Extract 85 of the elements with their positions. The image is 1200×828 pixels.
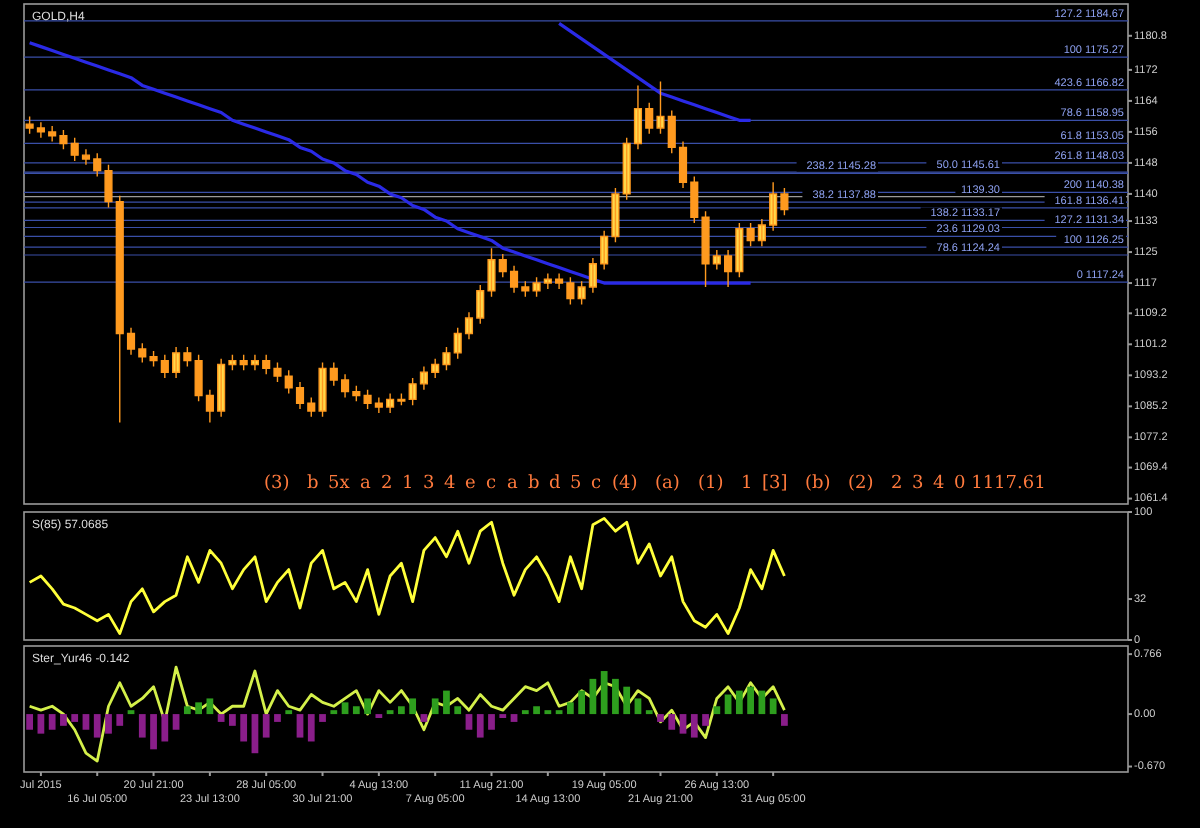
annotation: c	[486, 474, 497, 494]
annotation: b	[528, 474, 540, 494]
bar	[600, 671, 608, 715]
bar	[690, 714, 698, 738]
line-series	[557, 21, 753, 122]
bar	[769, 698, 777, 715]
bar	[735, 690, 743, 715]
bar	[578, 690, 586, 715]
annotation: d	[549, 474, 561, 494]
line-series	[28, 665, 786, 763]
bar	[409, 698, 417, 715]
bar	[713, 706, 721, 715]
annotation: (1)	[698, 474, 724, 494]
bar	[229, 714, 236, 726]
annotation: 4	[444, 474, 456, 494]
annotation: (a)	[655, 474, 680, 494]
annotation: [3]	[762, 474, 788, 494]
bar	[454, 706, 462, 715]
bar	[657, 714, 664, 722]
bar	[533, 706, 540, 715]
annotation: 3	[912, 474, 924, 494]
bar	[172, 714, 180, 730]
annotation: (3)	[264, 474, 290, 494]
bar	[566, 702, 574, 715]
bar	[82, 714, 90, 730]
bar	[262, 714, 270, 738]
line-series	[28, 41, 753, 285]
annotation: 5	[570, 474, 582, 494]
bar	[48, 714, 56, 730]
bar	[195, 702, 202, 715]
bar	[71, 714, 79, 722]
bar	[37, 714, 45, 734]
bar	[240, 714, 248, 742]
annotation: 5x	[328, 474, 350, 494]
bar	[352, 706, 360, 715]
bar	[138, 714, 146, 738]
bar	[60, 714, 67, 726]
bar	[26, 714, 34, 730]
annotation: 2	[381, 474, 393, 494]
bar	[364, 698, 371, 715]
bar	[443, 690, 450, 715]
annotation: 3	[423, 474, 435, 494]
annotation: (4)	[612, 474, 638, 494]
bar	[307, 714, 315, 742]
bar	[702, 714, 709, 726]
annotation: 1	[741, 474, 753, 494]
bar	[431, 698, 439, 715]
bar	[781, 714, 788, 726]
bar	[274, 714, 281, 722]
annotation: a	[360, 474, 372, 494]
line-series	[28, 517, 786, 635]
bar	[476, 714, 484, 738]
bar	[116, 714, 124, 726]
annotation: 2	[891, 474, 903, 494]
bar	[161, 714, 169, 742]
bar	[296, 714, 304, 738]
bar	[341, 702, 349, 715]
bar	[206, 698, 214, 715]
annotation: 0 1117.61	[954, 474, 1046, 494]
bar	[668, 714, 676, 730]
bar	[679, 714, 687, 734]
bar	[465, 714, 473, 730]
bar	[217, 714, 225, 722]
annotation: 4	[933, 474, 945, 494]
bar	[420, 714, 428, 722]
annotation: (2)	[848, 474, 874, 494]
bar	[183, 706, 191, 715]
bar	[398, 706, 405, 715]
bar	[319, 714, 326, 722]
bar	[150, 714, 157, 750]
bar	[488, 714, 495, 730]
bar	[623, 686, 631, 715]
bar	[510, 714, 518, 722]
annotation: a	[507, 474, 519, 494]
bar	[612, 678, 619, 715]
annotation: b	[307, 474, 319, 494]
bar	[93, 714, 101, 738]
annotation: 1	[402, 474, 414, 494]
bar	[634, 698, 642, 715]
annotation: e	[465, 474, 476, 494]
bar	[747, 686, 754, 715]
annotation: (b)	[805, 474, 831, 494]
annotation: c	[591, 474, 602, 494]
bar	[105, 714, 112, 734]
bar	[758, 690, 766, 715]
